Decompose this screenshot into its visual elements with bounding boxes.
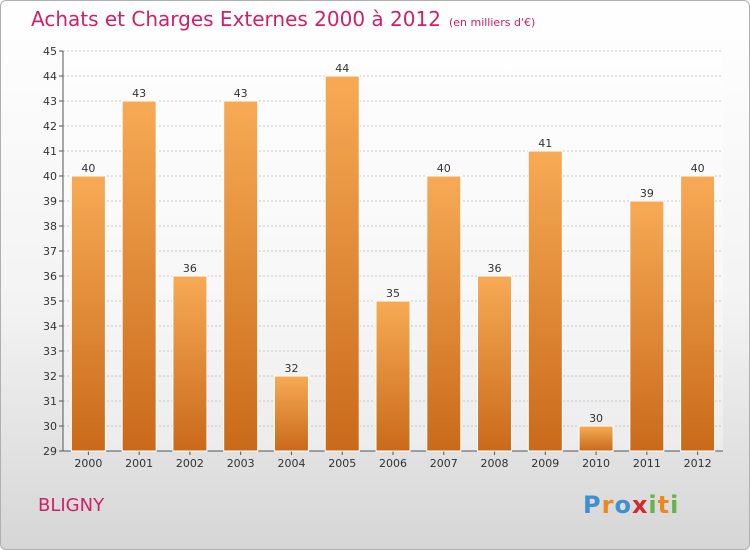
logo-letter: P [583,491,602,519]
y-tick-label: 40 [43,170,57,183]
value-label-2008: 36 [488,262,502,275]
x-tick-label-2003: 2003 [227,457,255,470]
chart-title: Achats et Charges Externes 2000 à 2012 (e… [31,7,535,31]
x-tick-label-2005: 2005 [328,457,356,470]
x-tick-label-2012: 2012 [684,457,712,470]
bar-2012 [680,175,716,452]
y-tick-label: 42 [43,120,57,133]
commune-name: BLIGNY [38,495,105,516]
logo-letter: r [601,491,615,519]
y-tick-label: 43 [43,95,57,108]
y-tick-label: 35 [43,295,57,308]
y-tick-label: 41 [43,145,57,158]
y-tick-label: 38 [43,220,57,233]
y-tick-label: 31 [43,395,57,408]
bar-2007 [426,175,462,452]
title-unit: (en milliers d'€) [448,16,536,29]
y-tick-label: 33 [43,345,57,358]
value-label-2012: 40 [691,162,705,175]
value-label-2002: 36 [183,262,197,275]
value-label-2007: 40 [437,162,451,175]
y-tick-label: 30 [43,420,57,433]
x-tick-label-2010: 2010 [582,457,610,470]
bar-2005 [324,75,360,452]
x-tick-label-2011: 2011 [633,457,661,470]
logo-letter: i [670,491,680,519]
value-label-2009: 41 [538,137,552,150]
x-tick-label-2006: 2006 [379,457,407,470]
y-tick-label: 29 [43,445,57,458]
x-tick-label-2007: 2007 [430,457,458,470]
y-tick-label: 32 [43,370,57,383]
y-tick-label: 44 [43,70,57,83]
bar-2009 [527,150,563,452]
bars: 40 43 36 43 32 44 35 40 36 41 30 39 40 [70,62,716,452]
value-label-2006: 35 [386,287,400,300]
logo-letter: i [648,491,658,519]
value-label-2011: 39 [640,187,654,200]
y-tick-label: 39 [43,195,57,208]
value-label-2001: 43 [132,87,146,100]
y-tick-label: 37 [43,245,57,258]
bar-2006 [375,300,411,452]
bar-2003 [223,100,259,452]
y-tick-label: 45 [43,45,57,58]
value-label-2010: 30 [589,412,603,425]
logo-letter: x [631,491,649,519]
bar-2008 [477,275,513,452]
y-tick-label: 34 [43,320,57,333]
bar-2001 [121,100,157,452]
bar-2010 [578,425,614,452]
bar-2004 [273,375,309,452]
value-label-2004: 32 [284,362,298,375]
logo-letter: t [657,491,671,519]
x-tick-label-2001: 2001 [125,457,153,470]
value-label-2000: 40 [81,162,95,175]
bar-2000 [70,175,106,452]
value-label-2005: 44 [335,62,349,75]
title-text: Achats et Charges Externes 2000 à 2012 [31,7,441,31]
x-tick-label-2008: 2008 [481,457,509,470]
x-tick-label-2000: 2000 [74,457,102,470]
logo-letter: o [614,491,632,519]
x-tick-label-2002: 2002 [176,457,204,470]
x-tick-label-2004: 2004 [277,457,305,470]
proxiti-logo: Proxiti [583,491,679,519]
value-label-2003: 43 [234,87,248,100]
bar-2002 [172,275,208,452]
y-tick-label: 36 [43,270,57,283]
x-tick-label-2009: 2009 [531,457,559,470]
bar-2011 [629,200,665,452]
